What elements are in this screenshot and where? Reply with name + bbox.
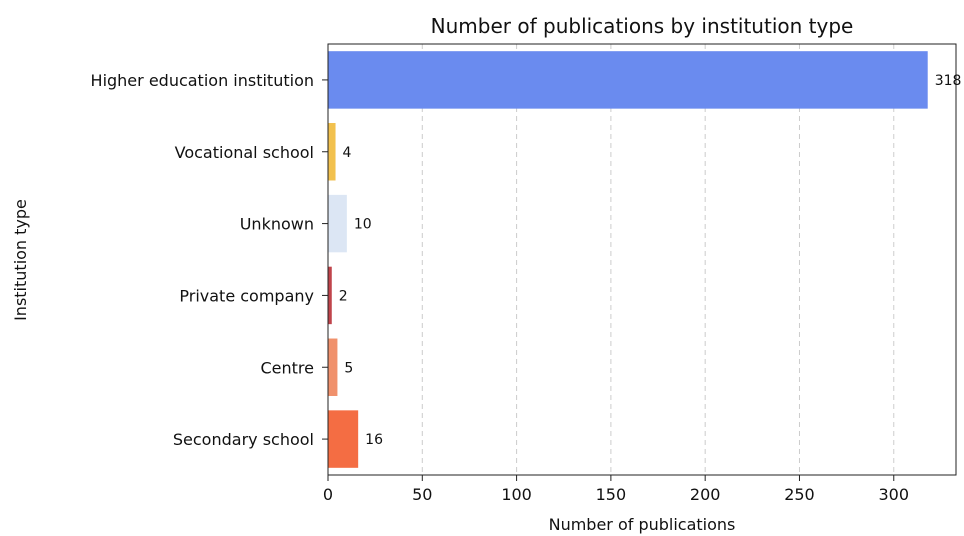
data-label: 5 xyxy=(344,360,353,376)
data-label: 16 xyxy=(365,432,383,448)
y-axis-label: Institution type xyxy=(11,199,30,321)
y-tick-label: Vocational school xyxy=(175,143,314,162)
data-label: 318 xyxy=(935,73,962,89)
x-tick-label: 300 xyxy=(878,485,909,504)
y-tick-label: Secondary school xyxy=(173,430,314,449)
x-tick-label: 250 xyxy=(784,485,815,504)
y-tick-label: Private company xyxy=(179,286,314,305)
bar xyxy=(328,123,336,181)
x-tick-label: 100 xyxy=(501,485,532,504)
chart-title: Number of publications by institution ty… xyxy=(431,14,854,38)
bar xyxy=(328,51,928,109)
data-label: 4 xyxy=(343,145,352,161)
y-tick-label: Centre xyxy=(261,358,315,377)
bar xyxy=(328,266,332,325)
x-tick-label: 150 xyxy=(596,485,627,504)
x-tick-label: 200 xyxy=(690,485,721,504)
y-tick-label: Higher education institution xyxy=(91,71,314,90)
bar xyxy=(328,410,359,468)
x-axis-ticks: 0 50 100 150 200 250 300 xyxy=(323,475,909,504)
y-axis-ticks: Secondary school Centre Private company Unk… xyxy=(91,71,328,449)
bar xyxy=(328,338,338,396)
bar xyxy=(328,194,347,253)
data-labels: 16 5 2 10 4 318 xyxy=(339,73,962,448)
x-axis-label: Number of publications xyxy=(549,515,736,534)
bars xyxy=(328,51,928,468)
y-tick-label: Unknown xyxy=(240,215,314,234)
data-label: 10 xyxy=(354,217,372,233)
data-label: 2 xyxy=(339,288,348,304)
plot-frame xyxy=(327,43,957,476)
x-tick-label: 50 xyxy=(412,485,432,504)
x-tick-label: 0 xyxy=(323,485,333,504)
